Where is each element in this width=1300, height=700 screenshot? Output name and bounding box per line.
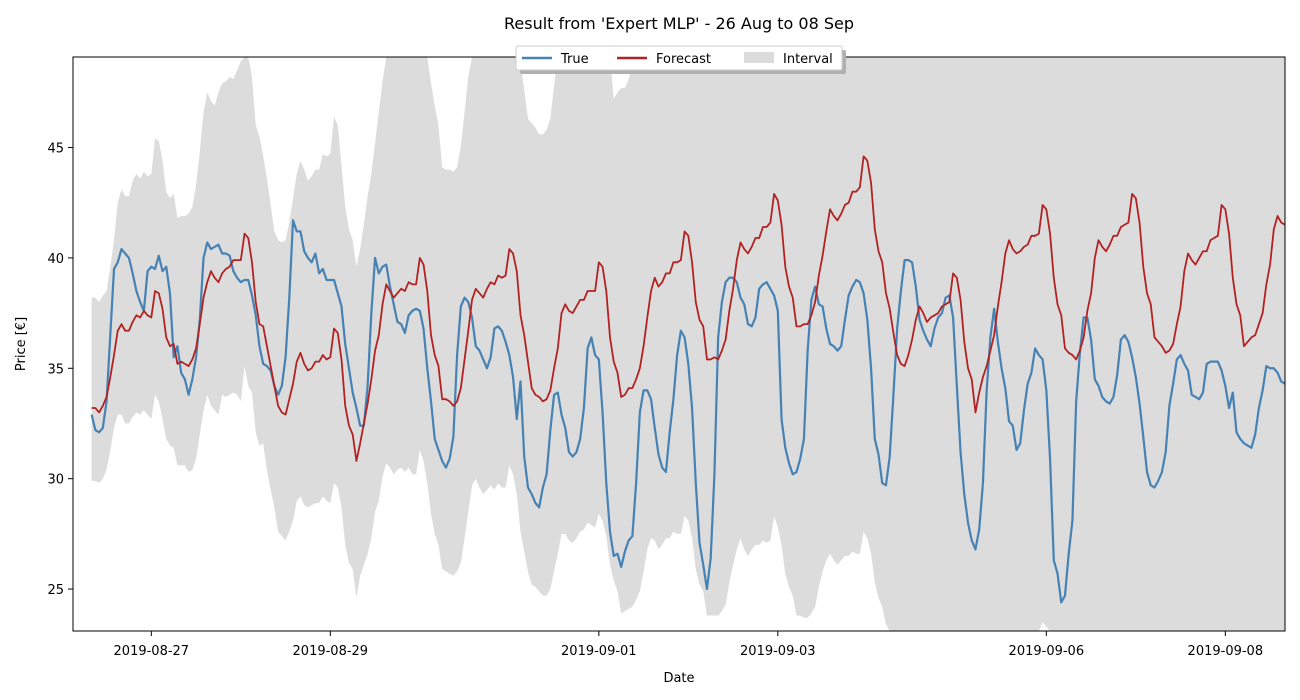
- y-axis: 25 30 35 40 45: [47, 142, 73, 598]
- x-tick-label: 2019-09-01: [561, 644, 637, 659]
- y-tick-label: 40: [47, 252, 64, 267]
- x-axis-label: Date: [663, 671, 694, 686]
- y-tick-label: 45: [47, 142, 64, 157]
- x-tick-label: 2019-09-06: [1009, 644, 1085, 659]
- x-tick-label: 2019-09-03: [740, 644, 816, 659]
- x-tick-label: 2019-08-27: [114, 644, 190, 659]
- y-tick-label: 25: [47, 583, 64, 598]
- x-axis: 2019-08-27 2019-08-29 2019-09-01 2019-09-03…: [114, 631, 1264, 659]
- legend-forecast-label: Forecast: [656, 52, 711, 67]
- legend-interval-label: Interval: [783, 52, 833, 67]
- y-axis-label: Price [€]: [14, 317, 29, 371]
- x-tick-label: 2019-08-29: [293, 644, 369, 659]
- true-series-line: [90, 219, 1285, 604]
- x-tick-label: 2019-09-08: [1188, 644, 1264, 659]
- y-tick-label: 30: [47, 473, 64, 488]
- plot-area: [90, 57, 1285, 631]
- chart-title: Result from 'Expert MLP' - 26 Aug to 08 …: [504, 14, 854, 33]
- legend-true-label: True: [560, 52, 589, 67]
- interval-band: [91, 57, 1285, 631]
- legend: True Forecast Interval: [515, 45, 846, 74]
- legend-interval-swatch: [744, 52, 774, 63]
- forecast-series-line: [91, 155, 1285, 462]
- y-tick-label: 35: [47, 362, 64, 377]
